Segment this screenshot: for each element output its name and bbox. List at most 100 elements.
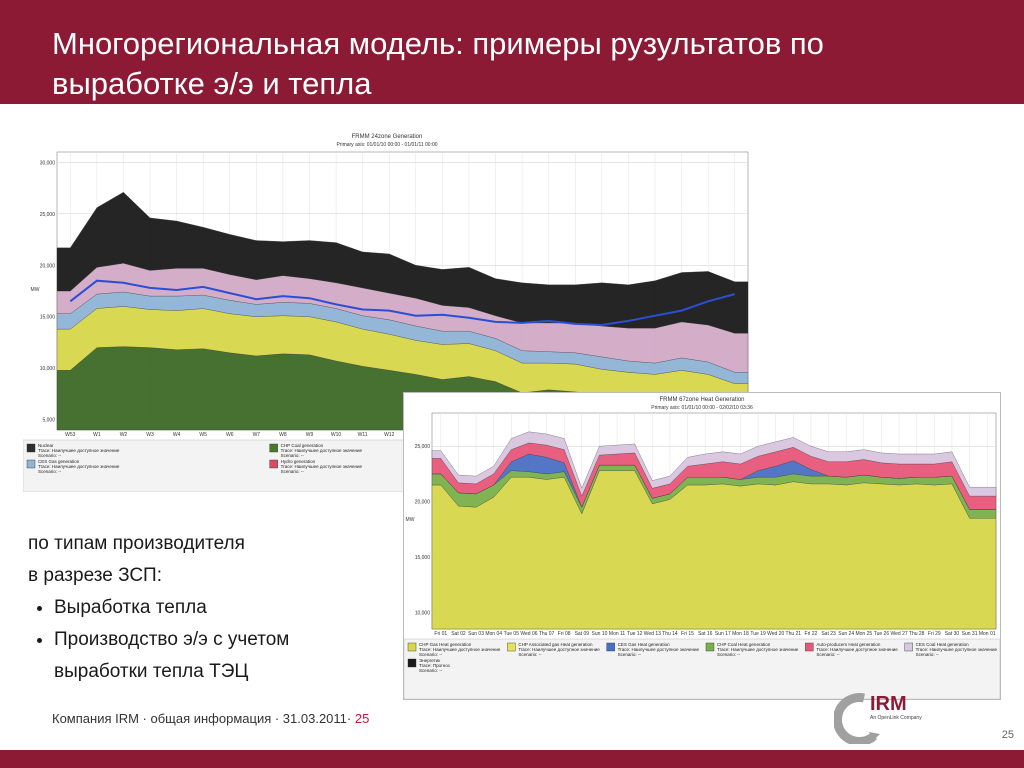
x-tick-label: W4 xyxy=(173,432,181,438)
x-tick-label: Fri 22 xyxy=(805,631,818,637)
y-tick-label: 5,000 xyxy=(42,418,55,424)
area-series-ces-coal-heat-generation xyxy=(431,431,997,497)
legend-name: CHP Coal generation xyxy=(281,443,324,448)
legend-scenario: Scenario: -- xyxy=(419,668,443,673)
legend-trace: Trace: Наилучшее доступное значение xyxy=(38,448,120,453)
y-tick-label: 20,000 xyxy=(40,263,56,269)
x-tick-label: Fri 29 xyxy=(928,631,941,637)
legend-name: CES Gas Heat generation xyxy=(618,642,671,647)
legend-trace: Trace: Наилучшее доступное значение xyxy=(618,647,700,652)
legend-trace: Trace: Наилучшее доступное значение xyxy=(38,464,120,469)
legend-trace: Trace: Прогноз xyxy=(419,663,450,668)
y-tick-label: 15,000 xyxy=(40,315,56,321)
logo-subtext: An OpenLink Company xyxy=(870,715,922,721)
legend-trace: Trace: Наилучшее доступное значение xyxy=(281,464,363,469)
x-tick-label: Mon 11 xyxy=(609,631,626,637)
legend-swatch xyxy=(507,642,516,652)
x-tick-label: W10 xyxy=(331,432,342,438)
x-tick-label: W9 xyxy=(306,432,314,438)
footer-page: 25 xyxy=(354,711,370,726)
legend-trace: Trace: Наилучшее доступное значение xyxy=(419,647,501,652)
x-tick-label: W53 xyxy=(65,432,76,438)
x-tick-label: Thu 07 xyxy=(539,631,555,637)
bottom-bar xyxy=(0,750,1024,768)
legend-scenario: Scenario: -- xyxy=(281,453,305,458)
heat-generation-chart: FRMM 67zone Heat Generation Primary axis:… xyxy=(404,393,1000,699)
legend-scenario: Scenario: -- xyxy=(717,652,741,657)
x-tick-label: W7 xyxy=(253,432,261,438)
legend-panel xyxy=(404,638,1000,699)
area-series-nuclear xyxy=(56,192,749,334)
demand-line xyxy=(69,279,735,327)
legend-trace: Trace: Наилучшее доступное значение xyxy=(816,647,898,652)
heat-generation-chart-svg: FRMM 67zone Heat Generation Primary axis:… xyxy=(404,397,1000,699)
x-tick-label: W1 xyxy=(93,432,101,438)
x-tick-label: Wed 06 xyxy=(520,631,537,637)
legend-scenario: Scenario: -- xyxy=(816,652,840,657)
footer-text: Компания IRM · общая информация · 31.03.… xyxy=(52,711,352,726)
x-tick-label: Wed 27 xyxy=(890,631,907,637)
bullet-heat: Выработка тепла xyxy=(54,592,388,624)
x-tick-label: Wed 13 xyxy=(644,631,661,637)
chart-title: FRMM 67zone Heat Generation xyxy=(659,397,744,403)
chart-subtitle: Primary axis: 01/01/10 00:00 - 02/02/10 … xyxy=(651,405,753,411)
legend-swatch xyxy=(705,642,715,652)
y-tick-label: 20,000 xyxy=(415,500,431,506)
legend-name: CHP Associated gas Heat generation xyxy=(518,642,593,647)
x-tick-label: Wed 20 xyxy=(767,631,784,637)
x-tick-label: Sun 24 xyxy=(838,631,854,637)
legend-scenario: Scenario: -- xyxy=(281,469,305,474)
legend-name: CHP Coal Heat generation xyxy=(717,642,771,647)
x-tick-label: Sat 09 xyxy=(575,631,590,637)
y-axis-label: MW xyxy=(406,517,415,523)
x-tick-label: W8 xyxy=(279,432,287,438)
x-tick-label: Tue 12 xyxy=(627,631,643,637)
legend-swatch xyxy=(805,642,814,652)
x-tick-label: Sun 10 xyxy=(592,631,608,637)
x-tick-label: W6 xyxy=(226,432,234,438)
legend-scenario: Scenario: -- xyxy=(518,652,542,657)
legend-name: CES Gas generation xyxy=(38,459,80,464)
legend-swatch xyxy=(26,443,36,453)
slide-number: 25 xyxy=(1001,729,1014,741)
legend-swatch xyxy=(269,443,278,453)
legend-name: Auto-producers Heat generation xyxy=(816,642,881,647)
legend-scenario: Scenario: -- xyxy=(618,652,642,657)
x-tick-label: Fri 15 xyxy=(681,631,694,637)
x-tick-label: Mon 18 xyxy=(732,631,749,637)
y-tick-label: 25,000 xyxy=(415,444,431,450)
x-tick-label: W3 xyxy=(146,432,154,438)
x-tick-label: Sat 30 xyxy=(945,631,960,637)
chart-title: FRMM 24zone Generation xyxy=(352,134,423,140)
legend-scenario: Scenario: -- xyxy=(38,469,62,474)
bullet-list: Выработка тепла Производство э/э с учето… xyxy=(28,592,388,688)
x-tick-label: Mon 25 xyxy=(855,631,872,637)
x-tick-label: Sat 02 xyxy=(451,631,466,637)
x-tick-label: Tue 19 xyxy=(750,631,766,637)
legend-swatch xyxy=(606,642,615,652)
x-tick-label: Tue 26 xyxy=(874,631,890,637)
legend-name: Nuclear xyxy=(38,443,54,448)
x-tick-label: Sun 31 xyxy=(962,631,978,637)
x-tick-label: Mon 04 xyxy=(485,631,502,637)
legend-swatch xyxy=(269,459,278,469)
legend-swatch xyxy=(407,658,417,668)
title-bar: Многорегиональная модель: примеры рузуль… xyxy=(0,0,1024,104)
legend-swatch xyxy=(26,459,36,469)
legend-scenario: Scenario: -- xyxy=(916,652,940,657)
x-tick-label: Tue 05 xyxy=(504,631,520,637)
legend-name: CES Coal Heat generation xyxy=(916,642,970,647)
x-tick-label: Thu 14 xyxy=(662,631,678,637)
x-tick-label: W12 xyxy=(384,432,395,438)
legend-trace: Trace: Наилучшее доступное значение xyxy=(717,647,799,652)
x-tick-label: Thu 21 xyxy=(786,631,802,637)
legend-name: Hydro generation xyxy=(281,459,316,464)
area-series-chp-gas-heat-generation xyxy=(431,470,997,630)
legend-trace: Trace: Наилучшее доступное значение xyxy=(518,647,600,652)
x-tick-label: Sat 23 xyxy=(821,631,836,637)
legend-swatch xyxy=(904,642,913,652)
legend-trace: Trace: Наилучшее доступное значение xyxy=(916,647,998,652)
generation-chart: FRMM 24zone Generation Primary axis: 01/0… xyxy=(23,130,751,492)
slide-title: Многорегиональная модель: примеры рузуль… xyxy=(52,26,824,101)
footer: Компания IRM · общая информация · 31.03.… xyxy=(52,711,369,726)
